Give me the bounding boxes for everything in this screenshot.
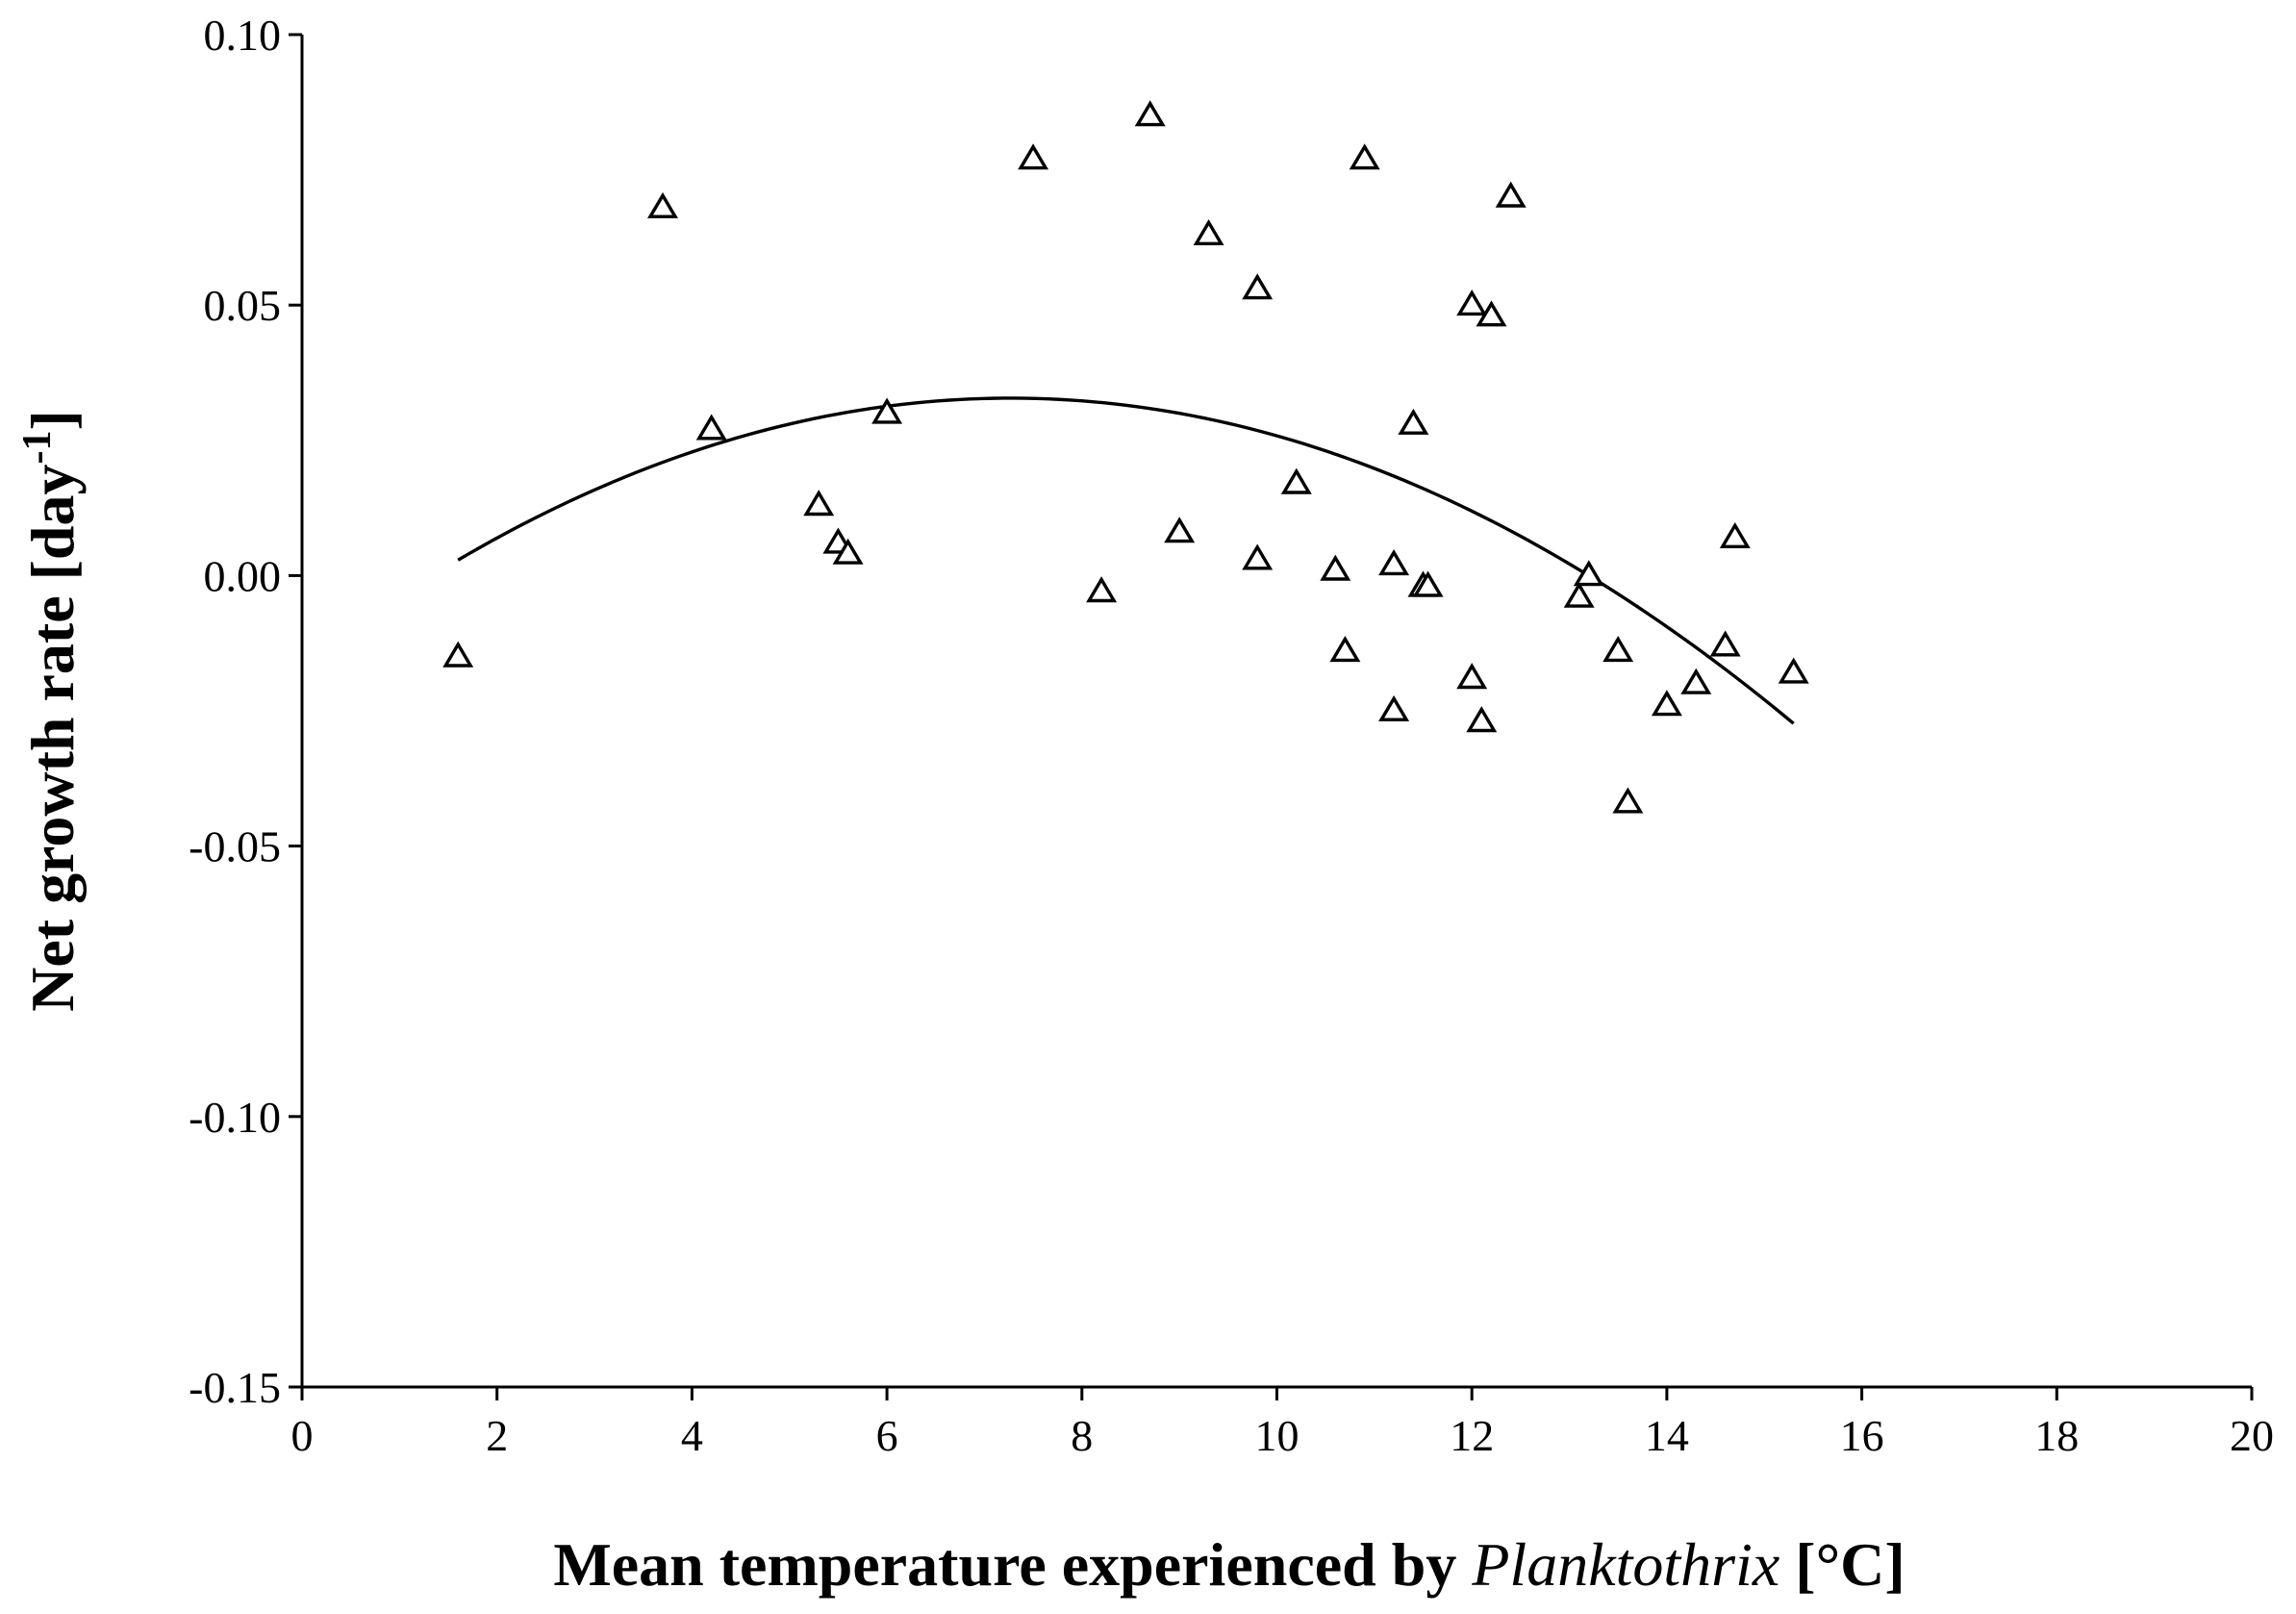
- data-point-triangle: [1193, 218, 1224, 246]
- y-tick-label: 0.10: [204, 11, 282, 60]
- data-point-triangle: [1563, 581, 1595, 608]
- data-point-triangle: [1495, 181, 1526, 208]
- x-tick-label: 14: [1645, 1411, 1689, 1460]
- data-point-triangle: [803, 490, 835, 517]
- data-point-triangle: [1412, 570, 1444, 597]
- y-tick-label: -0.10: [189, 1093, 281, 1142]
- y-axis-title-superscript: -1: [15, 430, 60, 464]
- data-point-triangle: [1573, 560, 1604, 587]
- data-point-triangle: [832, 538, 864, 565]
- data-point-triangle: [1719, 521, 1751, 548]
- data-point-triangle: [1242, 543, 1274, 570]
- data-point-triangle: [1602, 636, 1634, 663]
- y-axis-ticks: 0.10 0.05 0.00 -0.05 -0.10 -0.15: [189, 11, 302, 1412]
- data-point-triangle: [1378, 549, 1410, 576]
- data-point-triangle: [695, 414, 727, 441]
- data-point-triangle: [1329, 636, 1361, 663]
- data-point-triangle: [1398, 408, 1429, 435]
- x-tick-label: 4: [681, 1411, 703, 1460]
- data-point-triangle: [1242, 273, 1274, 300]
- x-tick-label: 20: [2230, 1411, 2274, 1460]
- y-axis-title: Net growth rate [day-1]: [15, 410, 87, 1012]
- data-point-triangle: [1476, 300, 1507, 327]
- data-point-triangle: [1680, 668, 1712, 694]
- data-point-triangle: [1086, 576, 1118, 603]
- x-tick-label: 0: [291, 1411, 314, 1460]
- y-tick-label: -0.05: [189, 822, 281, 871]
- data-point-triangle: [1456, 290, 1488, 316]
- data-point-triangle: [1709, 630, 1741, 657]
- data-point-triangle: [1466, 706, 1498, 733]
- y-tick-label: 0.00: [204, 551, 282, 600]
- x-tick-label: 2: [486, 1411, 508, 1460]
- y-tick-label: -0.15: [189, 1363, 281, 1412]
- trendline-curve: [457, 396, 1795, 725]
- x-tick-label: 10: [1255, 1411, 1299, 1460]
- x-tick-label: 12: [1450, 1411, 1494, 1460]
- x-tick-label: 18: [2034, 1411, 2079, 1460]
- data-point-triangle: [1456, 663, 1488, 690]
- data-point-triangle: [442, 641, 474, 668]
- data-point-triangle: [1378, 694, 1410, 721]
- data-point-triangle: [647, 191, 678, 218]
- data-point-triangle: [1651, 690, 1682, 717]
- x-tick-label: 8: [1071, 1411, 1093, 1460]
- data-point-triangle: [1134, 100, 1166, 127]
- data-point-triangle: [1778, 657, 1809, 684]
- data-point-triangle: [1280, 467, 1312, 494]
- data-point-triangle: [871, 397, 903, 424]
- plot-area: 0.10 0.05 0.00 -0.05 -0.10 -0.15 0 2 4 6 8 10 12 14 1…: [189, 11, 2274, 1460]
- data-point-triangle: [1320, 554, 1351, 581]
- x-axis-title-italic: Planktothrix: [1471, 1530, 1779, 1599]
- data-point-triangle: [1164, 517, 1196, 543]
- x-axis-ticks: 0 2 4 6 8 10 12 14 16 18 20: [291, 1387, 2274, 1460]
- x-tick-label: 16: [1840, 1411, 1884, 1460]
- data-points: [442, 100, 1809, 814]
- data-point-triangle: [1349, 143, 1380, 170]
- x-axis-title: Mean temperature experienced by Planktot…: [553, 1530, 1905, 1599]
- data-point-triangle: [1612, 787, 1644, 814]
- data-point-triangle: [1018, 143, 1049, 170]
- y-tick-label: 0.05: [204, 281, 282, 330]
- x-tick-label: 6: [876, 1411, 898, 1460]
